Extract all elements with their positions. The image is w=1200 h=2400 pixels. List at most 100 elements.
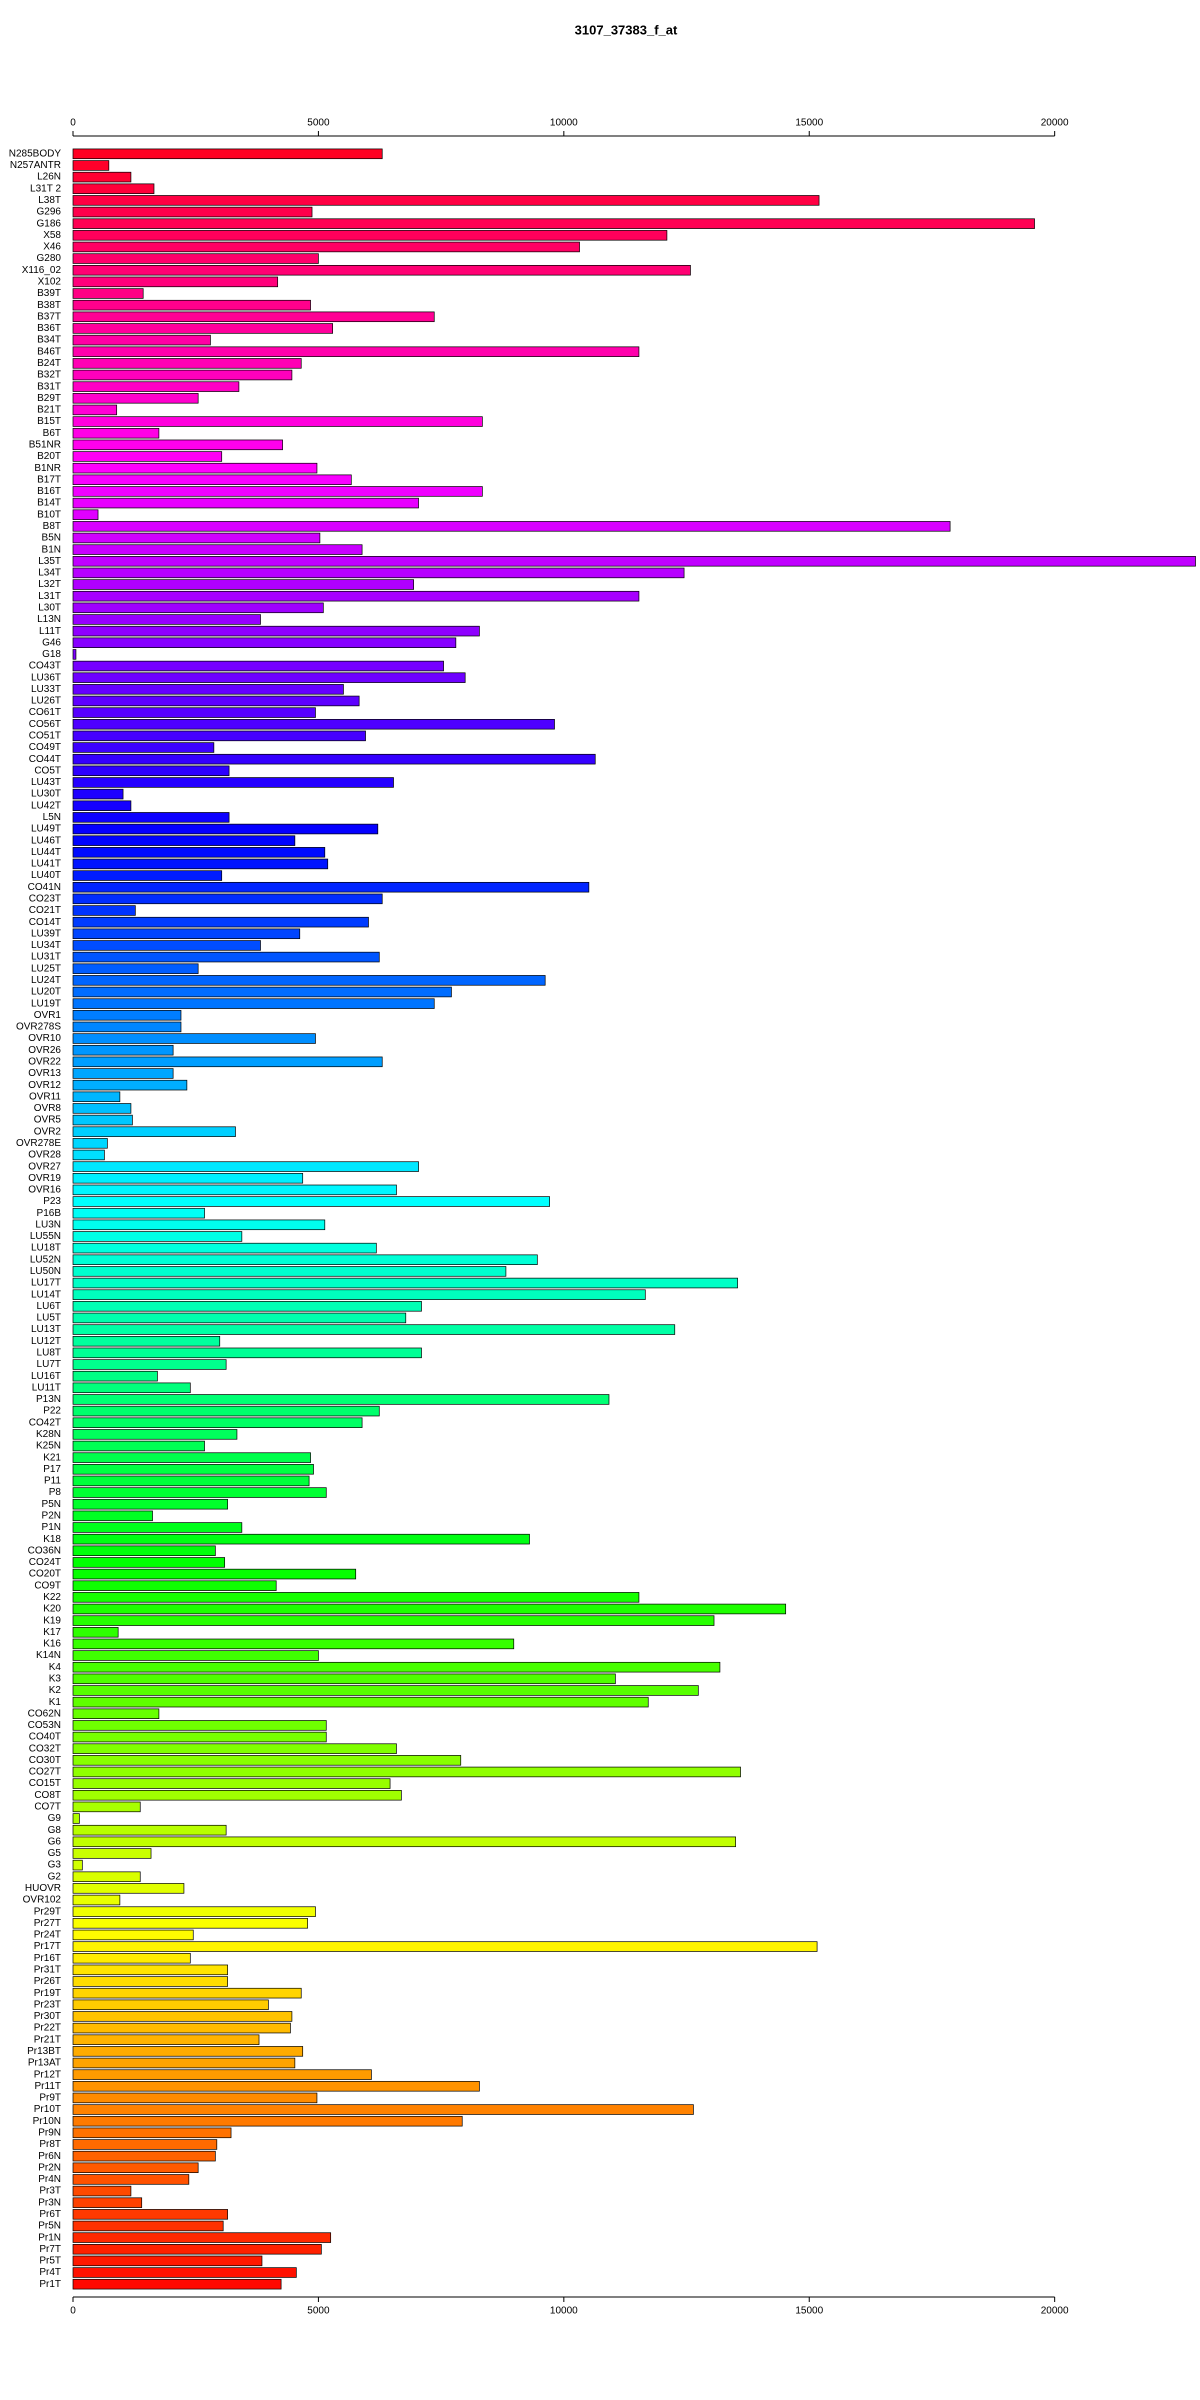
y-tick-label: LU7T bbox=[37, 1359, 61, 1370]
bar bbox=[72, 1394, 610, 1405]
y-tick-label: B39T bbox=[37, 288, 61, 299]
y-tick-label: CO9T bbox=[34, 1580, 61, 1591]
bar bbox=[72, 625, 480, 637]
bar bbox=[72, 870, 223, 881]
y-tick-label: L5N bbox=[43, 812, 61, 823]
y-tick-label: Pr23T bbox=[34, 1999, 61, 2010]
y-tick-label: K14N bbox=[36, 1650, 61, 1661]
bar bbox=[72, 1615, 715, 1626]
bar bbox=[72, 1335, 221, 1347]
y-tick-label: LU17T bbox=[31, 1278, 61, 1289]
y-tick-label: G5 bbox=[48, 1848, 62, 1859]
y-tick-label: OVR11 bbox=[29, 1091, 61, 1102]
y-tick-label: LU18T bbox=[31, 1243, 61, 1254]
y-tick-label: G186 bbox=[37, 218, 62, 229]
bar bbox=[72, 1871, 141, 1882]
bar bbox=[72, 1010, 182, 1021]
bar bbox=[72, 1533, 530, 1545]
bar bbox=[72, 323, 333, 334]
y-tick-label: B5N bbox=[42, 533, 61, 544]
y-tick-label: Pr2N bbox=[38, 2162, 61, 2173]
bar bbox=[72, 940, 261, 951]
bar bbox=[72, 1987, 302, 1999]
bar bbox=[72, 1836, 736, 1848]
bar bbox=[72, 1603, 787, 1615]
bar bbox=[72, 1813, 80, 1824]
bar bbox=[72, 567, 685, 579]
bar bbox=[72, 2139, 218, 2150]
bar bbox=[72, 1405, 380, 1417]
bar bbox=[72, 672, 466, 683]
bar bbox=[72, 1277, 738, 1289]
bar bbox=[72, 695, 360, 707]
bar bbox=[72, 2278, 282, 2290]
y-tick-label: OVR102 bbox=[23, 1895, 62, 1906]
bar bbox=[72, 975, 546, 986]
y-tick-label: L34T bbox=[38, 568, 61, 579]
y-tick-label: P23 bbox=[43, 1196, 61, 1207]
y-tick-label: CO43T bbox=[29, 661, 61, 672]
bar bbox=[72, 2046, 304, 2057]
y-tick-label: CO8T bbox=[34, 1790, 61, 1801]
y-tick-label: B37T bbox=[37, 311, 61, 322]
bar bbox=[72, 486, 483, 497]
y-tick-label: LU33T bbox=[31, 684, 61, 695]
bar bbox=[72, 788, 124, 800]
bar bbox=[72, 1661, 721, 1673]
bar bbox=[72, 1627, 119, 1638]
y-tick-label: HUOVR bbox=[25, 1883, 61, 1894]
bar bbox=[72, 765, 230, 777]
y-tick-label: CO24T bbox=[29, 1557, 61, 1568]
bar bbox=[72, 1021, 182, 1033]
y-tick-label: OVR26 bbox=[28, 1045, 61, 1056]
y-tick-label: CO23T bbox=[29, 894, 61, 905]
y-tick-label: L32T bbox=[38, 579, 61, 590]
bar bbox=[72, 1918, 308, 1929]
bar bbox=[72, 2244, 322, 2255]
bar bbox=[72, 474, 352, 486]
bar bbox=[72, 579, 414, 590]
bar bbox=[72, 951, 380, 963]
y-tick-label: Pr6N bbox=[38, 2151, 61, 2162]
y-tick-label: K28N bbox=[36, 1429, 61, 1440]
bar bbox=[72, 1545, 216, 1557]
bar bbox=[72, 637, 457, 648]
bar bbox=[72, 590, 640, 602]
y-tick-label: OVR278S bbox=[16, 1022, 61, 1033]
y-tick-label: OVR12 bbox=[28, 1080, 61, 1091]
y-tick-label: Pr21T bbox=[34, 2034, 61, 2045]
bar bbox=[72, 905, 136, 916]
bar bbox=[72, 1382, 191, 1394]
bar bbox=[72, 1510, 153, 1522]
y-tick-label: OVR278E bbox=[16, 1138, 61, 1149]
y-tick-label: K20 bbox=[43, 1604, 61, 1615]
bar bbox=[72, 1301, 422, 1312]
bar bbox=[72, 1417, 363, 1428]
bar bbox=[72, 1592, 640, 1603]
bar bbox=[72, 1580, 277, 1591]
y-tick-label: LU46T bbox=[31, 835, 61, 846]
y-tick-label: Pr29T bbox=[34, 1906, 61, 1917]
y-tick-label: G18 bbox=[42, 649, 61, 660]
y-tick-label: G296 bbox=[37, 207, 62, 218]
bar bbox=[72, 206, 313, 218]
x-tick-label: 15000 bbox=[795, 2306, 823, 2317]
bar bbox=[72, 544, 363, 555]
bar bbox=[72, 1079, 188, 1091]
y-tick-label: LU13T bbox=[31, 1324, 61, 1335]
y-tick-label: Pr3N bbox=[38, 2197, 61, 2208]
bar bbox=[72, 2209, 228, 2220]
y-tick-label: CO5T bbox=[34, 765, 61, 776]
bar bbox=[72, 1941, 818, 1952]
y-tick-label: K21 bbox=[43, 1452, 61, 1463]
y-tick-label: B36T bbox=[37, 323, 61, 334]
y-tick-label: CO32T bbox=[29, 1743, 61, 1754]
y-tick-label: CO7T bbox=[34, 1802, 61, 1813]
bar bbox=[72, 2057, 296, 2069]
y-tick-label: Pr5N bbox=[38, 2221, 61, 2232]
bar bbox=[72, 1359, 227, 1370]
y-tick-label: P17 bbox=[43, 1464, 61, 1475]
bar bbox=[72, 1720, 327, 1731]
bar bbox=[72, 649, 77, 660]
y-tick-label: K17 bbox=[43, 1627, 61, 1638]
